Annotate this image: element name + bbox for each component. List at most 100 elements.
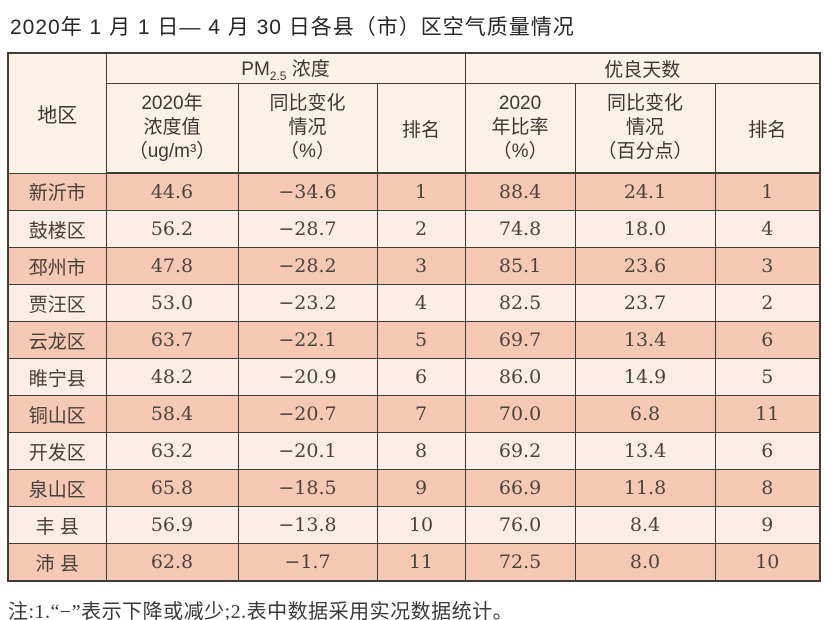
pm25-value-cell: 53.0	[105, 284, 239, 322]
good-days-ratio-cell: 88.4	[464, 172, 576, 211]
pm25-value-cell: 44.6	[105, 172, 239, 211]
table-row: 邳州市 47.8 −28.2 3 85.1 23.6 3	[7, 247, 821, 285]
good-days-change-cell: 8.4	[574, 506, 716, 544]
pm25-label-prefix: PM	[241, 59, 270, 81]
pm25-change-cell: −22.1	[237, 321, 378, 359]
pm25-change-cell: −28.2	[237, 247, 378, 285]
region-cell: 云龙区	[7, 321, 107, 359]
region-cell: 铜山区	[7, 395, 107, 433]
pm25-rank-cell: 9	[376, 469, 466, 507]
region-cell: 睢宁县	[7, 358, 107, 396]
header-line: （%）	[492, 141, 548, 163]
region-cell: 鼓楼区	[7, 210, 107, 248]
good-days-change-cell: 18.0	[574, 210, 716, 248]
good-days-rank-column-header: 排名	[714, 83, 821, 174]
pm25-change-cell: −13.8	[237, 506, 378, 544]
header-line: 浓度值	[143, 116, 201, 138]
table-row: 铜山区 58.4 −20.7 7 70.0 6.8 11	[7, 395, 821, 433]
pm25-change-cell: −28.7	[237, 210, 378, 248]
good-days-rank-cell: 6	[714, 432, 821, 470]
pm25-rank-cell: 1	[376, 172, 466, 211]
region-column-header: 地区	[7, 52, 107, 174]
table-row: 云龙区 63.7 −22.1 5 69.7 13.4 6	[7, 321, 821, 359]
good-days-ratio-column-header: 2020 年比率 （%）	[464, 83, 576, 174]
table-row: 鼓楼区 56.2 −28.7 2 74.8 18.0 4	[7, 210, 821, 248]
good-days-ratio-cell: 70.0	[464, 395, 576, 433]
pm25-change-cell: −1.7	[237, 543, 378, 582]
header-line: 2020	[498, 92, 542, 114]
footnote: 注:1.“−”表示下降或减少;2.表中数据采用实况数据统计。	[8, 601, 514, 620]
pm25-change-cell: −23.2	[237, 284, 378, 322]
region-cell: 邳州市	[7, 247, 107, 285]
header-line: 情况	[626, 116, 665, 138]
sub-header-row: 2020年 浓度值 （ug/m³） 同比变化 情况 （%） 排名 2020 年比…	[8, 83, 821, 174]
good-days-ratio-cell: 69.2	[464, 432, 576, 470]
good-days-change-cell: 23.6	[574, 247, 716, 285]
header-line: 年比率	[491, 116, 549, 138]
region-cell: 新沂市	[7, 172, 107, 211]
pm25-rank-cell: 5	[376, 321, 466, 359]
header-line: （%）	[280, 141, 335, 163]
air-quality-table: 地区 PM2.5 浓度 优良天数 2020年 浓度值 （ug/m³） 同比变化 …	[7, 52, 822, 582]
header-line: （ug/m³）	[128, 141, 216, 163]
pm25-rank-cell: 4	[376, 284, 466, 322]
pm25-change-column-header: 同比变化 情况 （%）	[237, 83, 378, 174]
good-days-change-cell: 14.9	[574, 358, 716, 396]
good-days-rank-cell: 1	[714, 172, 821, 211]
region-cell: 沛 县	[7, 543, 107, 582]
good-days-ratio-cell: 66.9	[464, 469, 576, 507]
pm25-group-header: PM2.5 浓度	[105, 52, 466, 84]
table-row: 沛 县 62.8 −1.7 11 72.5 8.0 10	[7, 543, 821, 582]
pm25-value-cell: 65.8	[105, 469, 239, 507]
good-days-rank-cell: 10	[714, 543, 821, 582]
table-header: 地区 PM2.5 浓度 优良天数 2020年 浓度值 （ug/m³） 同比变化 …	[7, 52, 821, 174]
group-header-row: 地区 PM2.5 浓度 优良天数	[7, 52, 821, 174]
pm25-value-cell: 63.7	[105, 321, 239, 359]
pm25-value-cell: 58.4	[105, 395, 239, 433]
region-cell: 贾汪区	[7, 284, 107, 322]
good-days-rank-cell: 2	[714, 284, 821, 322]
pm25-rank-cell: 6	[376, 358, 466, 396]
pm25-rank-cell: 11	[376, 543, 466, 582]
region-cell: 泉山区	[7, 469, 107, 507]
pm25-value-cell: 56.9	[105, 506, 239, 544]
pm25-value-cell: 56.2	[105, 210, 239, 248]
pm25-label-suffix: 浓度	[286, 59, 330, 81]
good-days-change-column-header: 同比变化 情况 （百分点）	[574, 83, 716, 174]
pm25-value-column-header: 2020年 浓度值 （ug/m³）	[105, 83, 239, 174]
pm25-value-cell: 48.2	[105, 358, 239, 396]
good-days-ratio-cell: 69.7	[464, 321, 576, 359]
header-line: （百分点）	[597, 141, 693, 163]
pm25-rank-cell: 10	[376, 506, 466, 544]
header-line: 同比变化	[269, 92, 346, 114]
good-days-ratio-cell: 74.8	[464, 210, 576, 248]
table-row: 睢宁县 48.2 −20.9 6 86.0 14.9 5	[7, 358, 821, 396]
good-days-change-cell: 24.1	[574, 172, 716, 211]
table-row: 丰 县 56.9 −13.8 10 76.0 8.4 9	[7, 506, 821, 544]
good-days-change-cell: 6.8	[574, 395, 716, 433]
table-body: 新沂市 44.6 −34.6 1 88.4 24.1 1 鼓楼区 56.2 −28.7 2 74.8 1…	[7, 172, 821, 582]
good-days-ratio-cell: 85.1	[464, 247, 576, 285]
pm25-change-cell: −20.7	[237, 395, 378, 433]
pm25-rank-cell: 2	[376, 210, 466, 248]
good-days-ratio-cell: 86.0	[464, 358, 576, 396]
pm25-rank-cell: 8	[376, 432, 466, 470]
pm25-rank-cell: 7	[376, 395, 466, 433]
table-row: 贾汪区 53.0 −23.2 4 82.5 23.7 2	[7, 284, 821, 322]
good-days-change-cell: 13.4	[574, 321, 716, 359]
good-days-change-cell: 8.0	[574, 543, 716, 582]
region-cell: 丰 县	[7, 506, 107, 544]
pm25-change-cell: −34.6	[237, 172, 378, 211]
pm25-value-cell: 47.8	[105, 247, 239, 285]
pm25-label-subscript: 2.5	[269, 68, 287, 83]
good-days-change-cell: 23.7	[574, 284, 716, 322]
header-line: 同比变化	[607, 92, 684, 114]
good-days-rank-cell: 4	[714, 210, 821, 248]
good-days-rank-cell: 5	[714, 358, 821, 396]
good-days-group-header: 优良天数	[464, 52, 821, 84]
table-row: 开发区 63.2 −20.1 8 69.2 13.4 6	[7, 432, 821, 470]
pm25-change-cell: −18.5	[237, 469, 378, 507]
pm25-rank-column-header: 排名	[376, 83, 466, 174]
good-days-rank-cell: 3	[714, 247, 821, 285]
